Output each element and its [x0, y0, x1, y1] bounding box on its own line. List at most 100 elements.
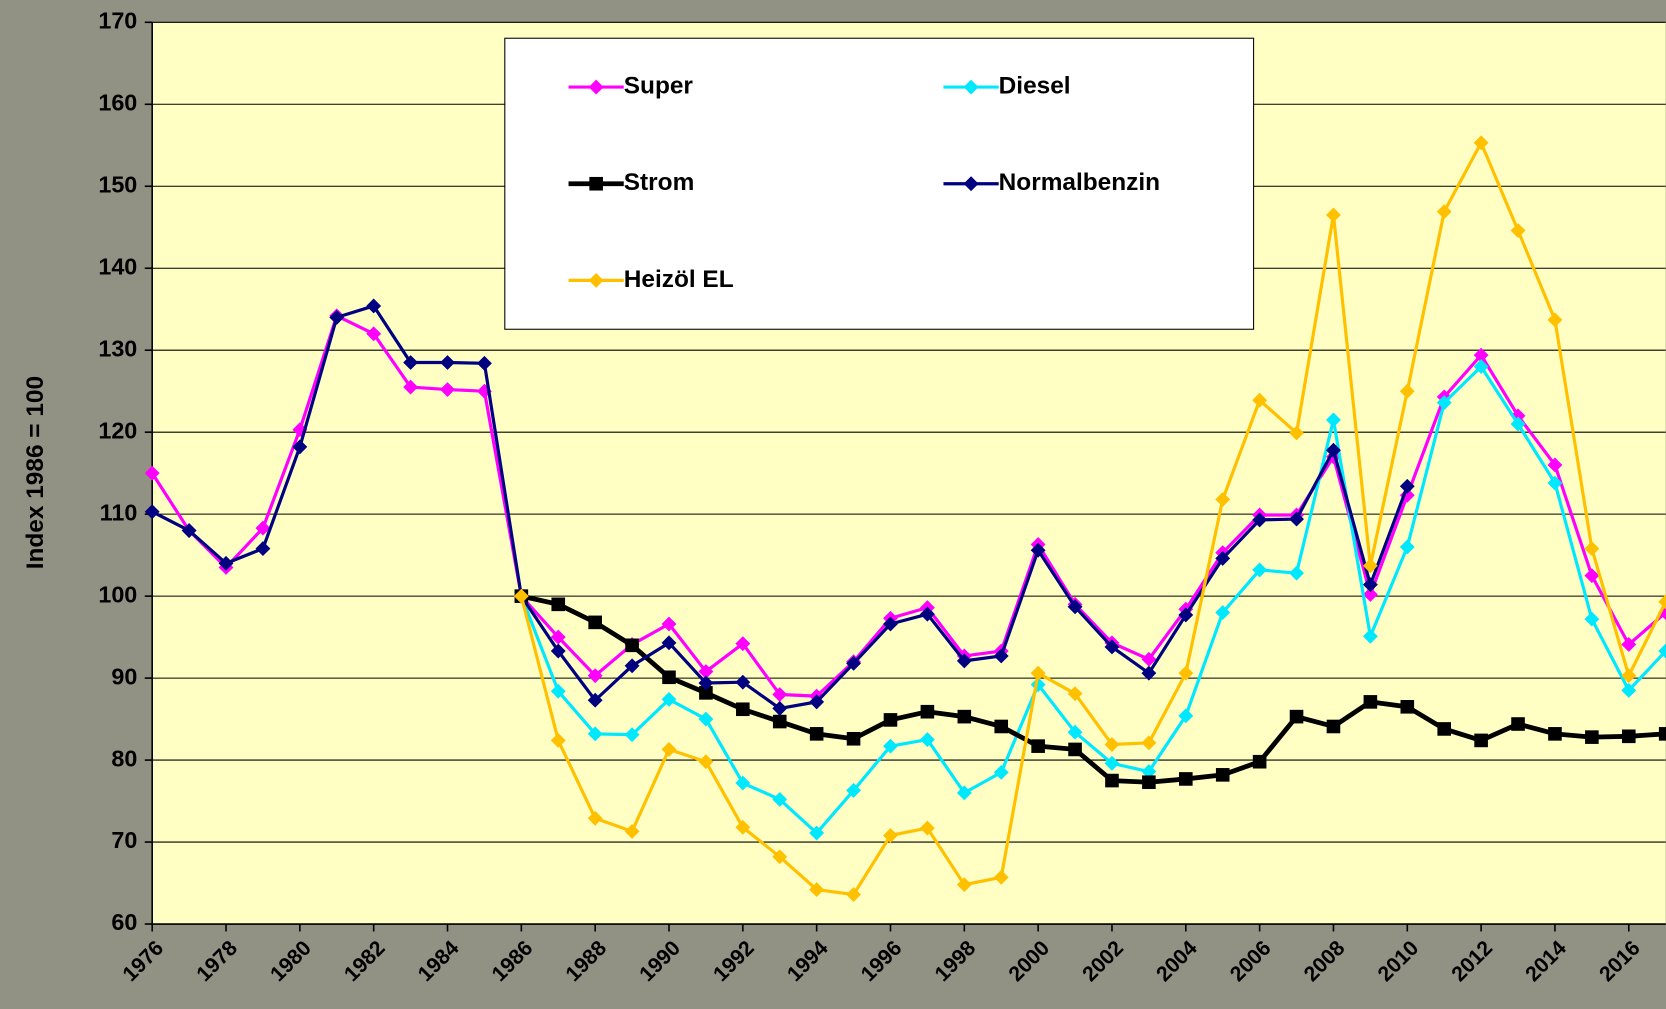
marker	[919, 732, 935, 748]
marker	[772, 701, 788, 716]
legend-box	[504, 37, 1255, 330]
marker	[513, 588, 529, 604]
marker	[1067, 599, 1083, 615]
marker	[1436, 204, 1452, 220]
marker	[1473, 347, 1489, 363]
x-tick-label: 1994	[782, 936, 833, 987]
marker	[1326, 719, 1341, 734]
marker	[1252, 562, 1268, 578]
marker	[1326, 207, 1341, 223]
marker	[698, 675, 714, 691]
marker	[1289, 425, 1304, 441]
marker	[1437, 722, 1452, 736]
marker	[403, 379, 419, 395]
legend-label: Strom	[624, 169, 695, 196]
marker	[1252, 754, 1267, 769]
marker	[550, 683, 566, 699]
marker	[624, 823, 640, 839]
x-tick-label: 1978	[192, 936, 243, 987]
marker	[329, 309, 345, 325]
marker	[440, 355, 455, 370]
marker	[1179, 772, 1193, 786]
marker	[963, 176, 979, 192]
marker	[1362, 577, 1378, 593]
marker	[1105, 773, 1119, 788]
marker	[661, 616, 677, 632]
marker	[366, 326, 382, 342]
marker	[1141, 651, 1157, 667]
marker	[1621, 668, 1637, 684]
marker	[883, 616, 898, 632]
marker	[1362, 628, 1378, 644]
x-tick-label: 2000	[1004, 936, 1054, 986]
y-tick-label: 150	[98, 171, 137, 197]
marker	[1362, 558, 1378, 574]
series-line	[150, 314, 1666, 698]
legend-label: Diesel	[999, 73, 1071, 100]
marker	[1030, 542, 1046, 558]
marker	[963, 79, 979, 95]
y-tick-label: 140	[98, 253, 137, 279]
marker	[919, 820, 935, 836]
marker	[1289, 565, 1304, 581]
marker	[1104, 737, 1120, 752]
marker	[698, 754, 714, 770]
marker	[550, 643, 566, 659]
marker	[735, 819, 751, 835]
marker	[883, 713, 898, 727]
marker	[699, 686, 713, 700]
marker	[1510, 223, 1526, 238]
x-tick-label: 1980	[265, 936, 315, 986]
legend-label: Heizöl EL	[624, 266, 734, 293]
marker	[292, 439, 308, 455]
marker	[1289, 511, 1304, 527]
marker	[846, 731, 861, 746]
x-tick-label: 2006	[1225, 936, 1276, 987]
marker	[735, 636, 751, 652]
marker	[624, 727, 640, 743]
marker	[1473, 135, 1489, 151]
marker	[1400, 699, 1415, 714]
marker	[403, 355, 419, 370]
marker	[476, 355, 492, 371]
marker	[1658, 727, 1666, 741]
marker	[993, 869, 1009, 885]
marker	[994, 719, 1009, 734]
marker	[772, 849, 788, 865]
marker	[1399, 539, 1415, 555]
marker	[1215, 605, 1231, 620]
marker	[1436, 395, 1452, 411]
x-tick-label: 2014	[1521, 936, 1572, 987]
legend: Super Diesel Strom Normalbenzin Heizöl EL	[504, 37, 1255, 330]
marker	[661, 635, 677, 651]
marker	[1547, 312, 1563, 328]
x-tick-label: 2004	[1151, 936, 1202, 987]
x-tick-label: 1996	[856, 936, 907, 987]
x-tick-label: 2012	[1447, 936, 1497, 986]
marker	[846, 782, 862, 798]
marker	[1510, 416, 1526, 432]
marker	[1621, 637, 1637, 652]
marker	[1399, 478, 1415, 494]
marker	[1289, 709, 1304, 724]
x-tick-label: 1982	[339, 936, 389, 986]
marker	[993, 764, 1009, 780]
series	[514, 589, 1666, 790]
marker	[1215, 768, 1230, 782]
marker	[1178, 607, 1194, 623]
marker	[588, 615, 602, 630]
marker	[551, 597, 566, 612]
marker	[883, 738, 898, 754]
marker	[589, 176, 603, 191]
marker	[661, 741, 677, 757]
marker	[550, 629, 566, 645]
x-tick-label: 2002	[1078, 936, 1128, 986]
y-tick-label: 70	[111, 827, 137, 853]
x-tick-label: 1998	[930, 936, 981, 987]
marker	[1104, 755, 1120, 771]
marker	[1399, 383, 1415, 399]
marker	[1326, 442, 1341, 458]
marker	[1621, 682, 1637, 698]
y-tick-label: 100	[98, 581, 137, 607]
